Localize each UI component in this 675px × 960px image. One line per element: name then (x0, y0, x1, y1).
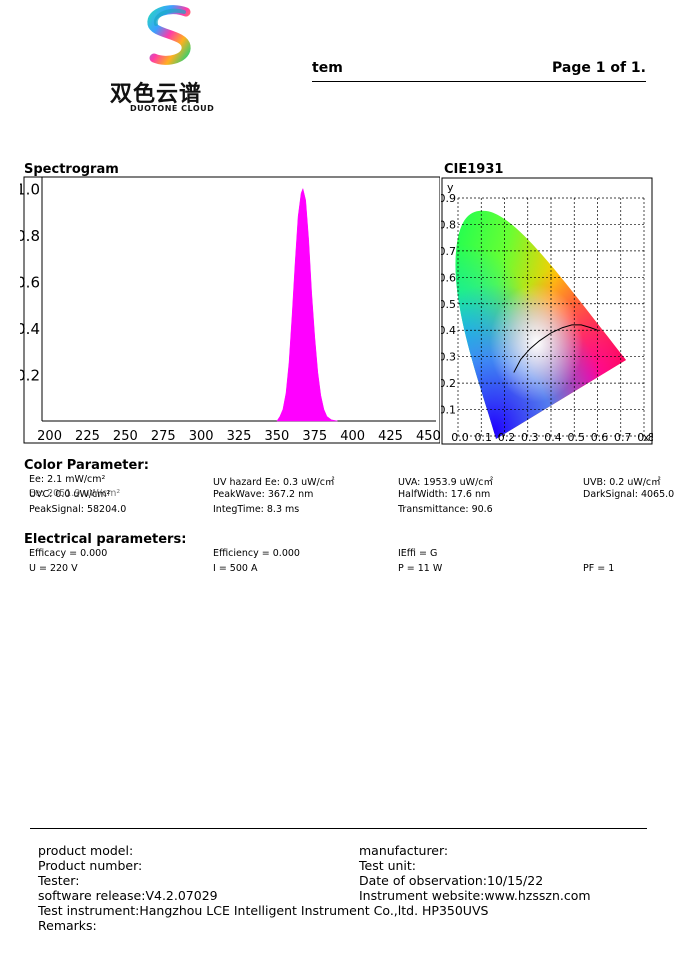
electrical-parameters-title: Electrical parameters: (24, 532, 187, 547)
spectrogram-chart: 200 225 250 275 300 325 350 375 400 425 450 1.0 0.8… (20, 176, 440, 444)
cie-y-tick-label: 0.3 (441, 351, 456, 364)
cie-x-tick-label: 0.7 (614, 431, 632, 444)
color-parameter-cell: Transmittance: 90.6 (398, 504, 493, 515)
cie-y-tick-label: 0.7 (441, 245, 456, 258)
electrical-parameter-cell: IEffi = G (398, 548, 438, 559)
spectrum-area (276, 187, 338, 422)
color-parameter-title: Color Parameter: (24, 458, 149, 473)
spectrogram-x-tick-label: 325 (227, 429, 252, 444)
footer-field: Date of observation:10/15/22 (359, 873, 544, 888)
spectrogram-y-tick-label: 0.4 (20, 320, 40, 338)
electrical-parameter-cell: PF = 1 (583, 563, 615, 574)
cie-y-tick-label: 0.6 (441, 271, 456, 284)
spectrogram-x-tick-label: 275 (151, 429, 176, 444)
cie-x-tick-label: 0.5 (568, 431, 586, 444)
logo-name-en: DUOTONE CLOUD (130, 104, 215, 113)
cie-chart: 0.0 0.1 0.2 0.3 0.4 0.5 0.6 0.7 0.8 0.9 0.8 0.7 0.6… (441, 177, 653, 445)
spectrogram-x-tick-label: 400 (340, 429, 365, 444)
electrical-parameter-cell: P = 11 W (398, 563, 443, 574)
cie-horseshoe (455, 210, 627, 439)
electrical-parameter-cell: Efficacy = 0.000 (29, 548, 108, 559)
footer-field: product model: (38, 843, 134, 858)
cie-x-axis-label: x (643, 431, 650, 444)
cie-x-tick-label: 0.3 (521, 431, 539, 444)
spectrogram-x-tick-label: 350 (264, 429, 289, 444)
color-parameter-cell: UVC: 0.0 uW/cm² (29, 489, 111, 500)
color-parameter-cell: UVA: 1953.9 uW/c㎡ (398, 477, 493, 488)
page-number: Page 1 of 1. (552, 60, 646, 76)
cie-y-axis-label: y (447, 181, 454, 194)
color-parameter-cell: IntegTime: 8.3 ms (213, 504, 300, 515)
spectrogram-x-tick-label: 225 (75, 429, 100, 444)
color-parameter-cell: Ee: 2.1 mW/cm² (29, 474, 106, 485)
footer-field: manufacturer: (359, 843, 449, 858)
footer-field: Instrument website:www.hzsszn.com (359, 888, 591, 903)
spectrogram-y-tick-label: 0.8 (20, 227, 40, 245)
spectrogram-x-tick-label: 375 (302, 429, 327, 444)
spectrogram-title: Spectrogram (24, 162, 119, 177)
cie-y-tick-label: 0.5 (441, 298, 456, 311)
footer-field: software release:V4.2.07029 (38, 888, 218, 903)
header-divider (312, 81, 646, 82)
cie-y-tick-label: 0.1 (441, 404, 456, 417)
color-parameter-cell: HalfWidth: 17.6 nm (398, 489, 491, 500)
cie-title: CIE1931 (444, 162, 504, 177)
logo: 双色云谱 DUOTONE CLOUD (108, 4, 232, 113)
spectrogram-x-tick-label: 300 (189, 429, 214, 444)
color-parameter-cell: UV hazard Ee: 0.3 uW/c㎡ (213, 477, 335, 488)
electrical-parameter-cell: U = 220 V (29, 563, 78, 574)
footer-field: Product number: (38, 858, 143, 873)
color-parameter-overlay: Ee: 2051.9 uW/cm² (29, 488, 121, 499)
electrical-parameter-cell: Efficiency = 0.000 (213, 548, 300, 559)
spectrogram-x-tick-label: 425 (378, 429, 403, 444)
cie-x-tick-label: 0.0 (451, 431, 469, 444)
spectrogram-x-tick-label: 250 (113, 429, 138, 444)
cie-frame (441, 177, 653, 445)
spectrogram-frame (23, 176, 440, 444)
cie-y-tick-label: 0.9 (441, 192, 456, 205)
footer-field: Tester: (38, 873, 80, 888)
rainbow-s-logo-icon (147, 5, 191, 65)
color-parameter-cell: PeakWave: 367.2 nm (213, 489, 314, 500)
spectrogram-y-tick-label: 0.2 (20, 367, 40, 385)
footer-field: Test unit: (359, 858, 417, 873)
cie-y-tick-label: 0.8 (441, 218, 456, 231)
spectrogram-y-tick-label: 0.6 (20, 274, 40, 292)
color-parameter-cell: PeakSignal: 58204.0 (29, 504, 127, 515)
spectrogram-x-tick-label: 200 (37, 429, 62, 444)
electrical-parameter-cell: I = 500 A (213, 563, 258, 574)
cie-y-tick-label: 0.4 (441, 324, 456, 337)
spectrogram-y-tick-label: 1.0 (20, 181, 40, 199)
cie-x-tick-label: 0.1 (475, 431, 493, 444)
spectrogram-x-tick-label: 450 (416, 429, 440, 444)
cie-y-tick-label: 0.2 (441, 377, 456, 390)
cie-x-tick-label: 0.6 (591, 431, 609, 444)
page-title: tem (312, 60, 343, 76)
footer-instrument: Test instrument:Hangzhou LCE Intelligent… (38, 903, 489, 918)
cie-x-tick-label: 0.4 (544, 431, 562, 444)
cie-x-tick-label: 0.8 (637, 431, 653, 444)
cie-x-tick-label: 0.2 (498, 431, 516, 444)
color-parameter-cell: UVB: 0.2 uW/c㎡ (583, 477, 661, 488)
planckian-locus (513, 324, 598, 373)
color-parameter-cell: DarkSignal: 4065.0 (583, 489, 675, 500)
logo-name-cn: 双色云谱 (110, 82, 203, 107)
footer-remarks: Remarks: (38, 918, 97, 933)
footer-divider (30, 828, 647, 829)
